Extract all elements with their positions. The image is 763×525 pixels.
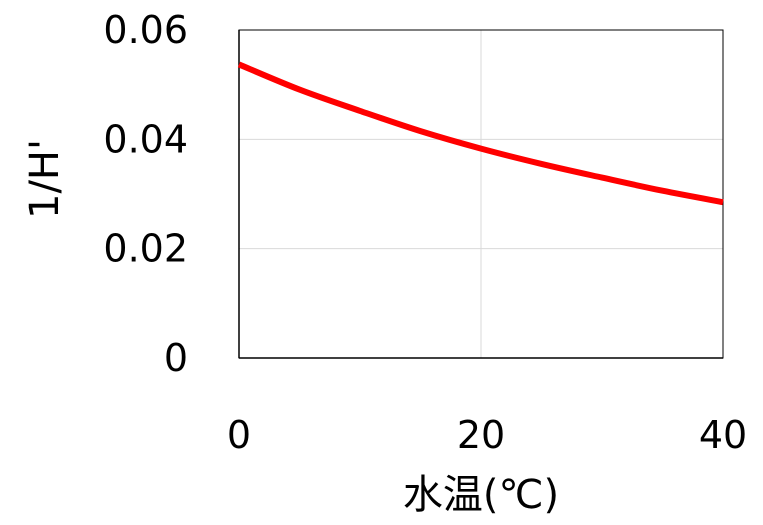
y-tick-label: 0.06 xyxy=(103,8,188,52)
series-line-0 xyxy=(237,61,724,206)
y-tick-label: 0.04 xyxy=(103,117,188,161)
grid-lines xyxy=(238,29,724,359)
y-tick-labels: 0 0.02 0.04 0.06 xyxy=(103,8,188,380)
y-tick-label: 0 xyxy=(164,336,188,380)
x-tick-label: 0 xyxy=(227,413,251,457)
x-tick-label: 20 xyxy=(457,413,505,457)
x-tick-labels: 0 20 40 xyxy=(227,413,747,457)
axes xyxy=(238,30,723,359)
y-axis-title: 1/H' xyxy=(22,139,68,219)
y-tick-label: 0.02 xyxy=(103,227,188,271)
x-tick-label: 40 xyxy=(699,413,747,457)
x-axis-title: 水温(℃) xyxy=(403,472,559,518)
series-layer xyxy=(237,61,724,206)
